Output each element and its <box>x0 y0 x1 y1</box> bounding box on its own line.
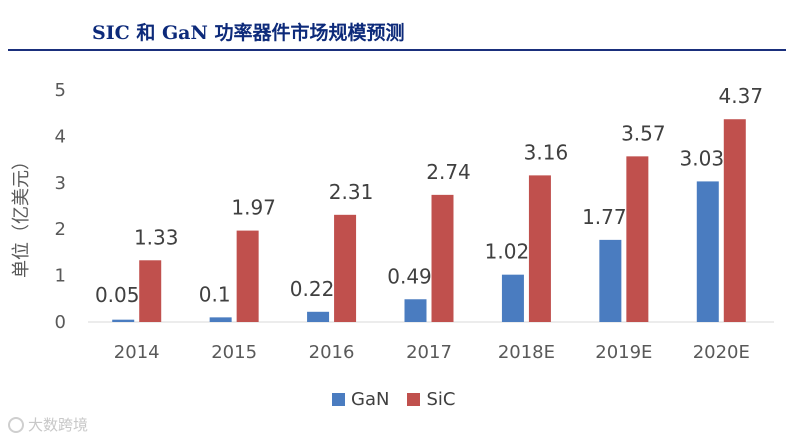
watermark-text: 大数跨境 <box>28 416 89 434</box>
legend-item-sic: SiC <box>407 389 455 410</box>
bar-sic <box>723 119 746 323</box>
data-label-sic: 1.97 <box>231 196 276 220</box>
y-tick-label: 4 <box>55 126 66 147</box>
bar-gan <box>209 317 232 322</box>
data-label-sic: 2.31 <box>329 180 374 204</box>
x-tick-label: 2016 <box>309 342 355 363</box>
title-divider <box>8 49 786 51</box>
data-label-sic: 3.57 <box>621 121 666 145</box>
bar-gan <box>501 274 524 322</box>
bar-gan <box>696 181 719 322</box>
data-label-gan: 1.77 <box>582 205 627 229</box>
legend-item-gan: GaN <box>332 389 389 410</box>
y-tick-label: 1 <box>55 266 66 287</box>
bar-gan <box>307 311 330 322</box>
legend-label-sic: SiC <box>426 389 456 410</box>
x-tick-label: 2020E <box>693 342 750 363</box>
chart-title: SIC 和 GaN 功率器件市场规模预测 <box>92 22 405 44</box>
x-tick-label: 2015 <box>211 342 257 363</box>
data-label-sic: 2.74 <box>426 160 471 184</box>
legend-label-gan: GaN <box>351 389 390 410</box>
y-tick-label: 3 <box>55 173 66 194</box>
bar-gan <box>599 239 622 322</box>
data-label-gan: 0.22 <box>290 277 335 301</box>
bar-gan <box>404 299 427 322</box>
legend: GaN SiC <box>332 389 455 410</box>
y-tick-label: 5 <box>55 80 66 101</box>
data-label-gan: 0.1 <box>199 282 231 306</box>
bar-sic <box>236 230 259 322</box>
bar-sic <box>431 194 454 322</box>
data-label-sic: 1.33 <box>134 225 179 249</box>
x-tick-label: 2017 <box>406 342 452 363</box>
watermark-logo-icon <box>8 416 24 433</box>
y-tick-label: 0 <box>55 312 66 333</box>
x-tick-label: 2014 <box>114 342 160 363</box>
y-tick-label: 2 <box>55 219 66 240</box>
legend-swatch-sic <box>407 393 421 406</box>
bar-gan <box>112 319 135 322</box>
x-tick-label: 2018E <box>498 342 555 363</box>
bar-sic <box>626 156 649 322</box>
bar-sic <box>334 214 357 322</box>
bar-sic <box>528 175 551 322</box>
data-label-sic: 4.37 <box>719 84 764 108</box>
data-label-gan: 1.02 <box>485 240 530 264</box>
watermark: 大数跨境 <box>8 414 88 435</box>
data-label-gan: 0.05 <box>95 283 140 307</box>
legend-swatch-gan <box>332 393 345 406</box>
data-label-gan: 0.49 <box>387 264 432 288</box>
data-label-gan: 3.03 <box>680 146 725 170</box>
data-label-sic: 3.16 <box>524 140 569 164</box>
bar-sic <box>139 260 162 322</box>
x-tick-label: 2019E <box>595 342 652 363</box>
